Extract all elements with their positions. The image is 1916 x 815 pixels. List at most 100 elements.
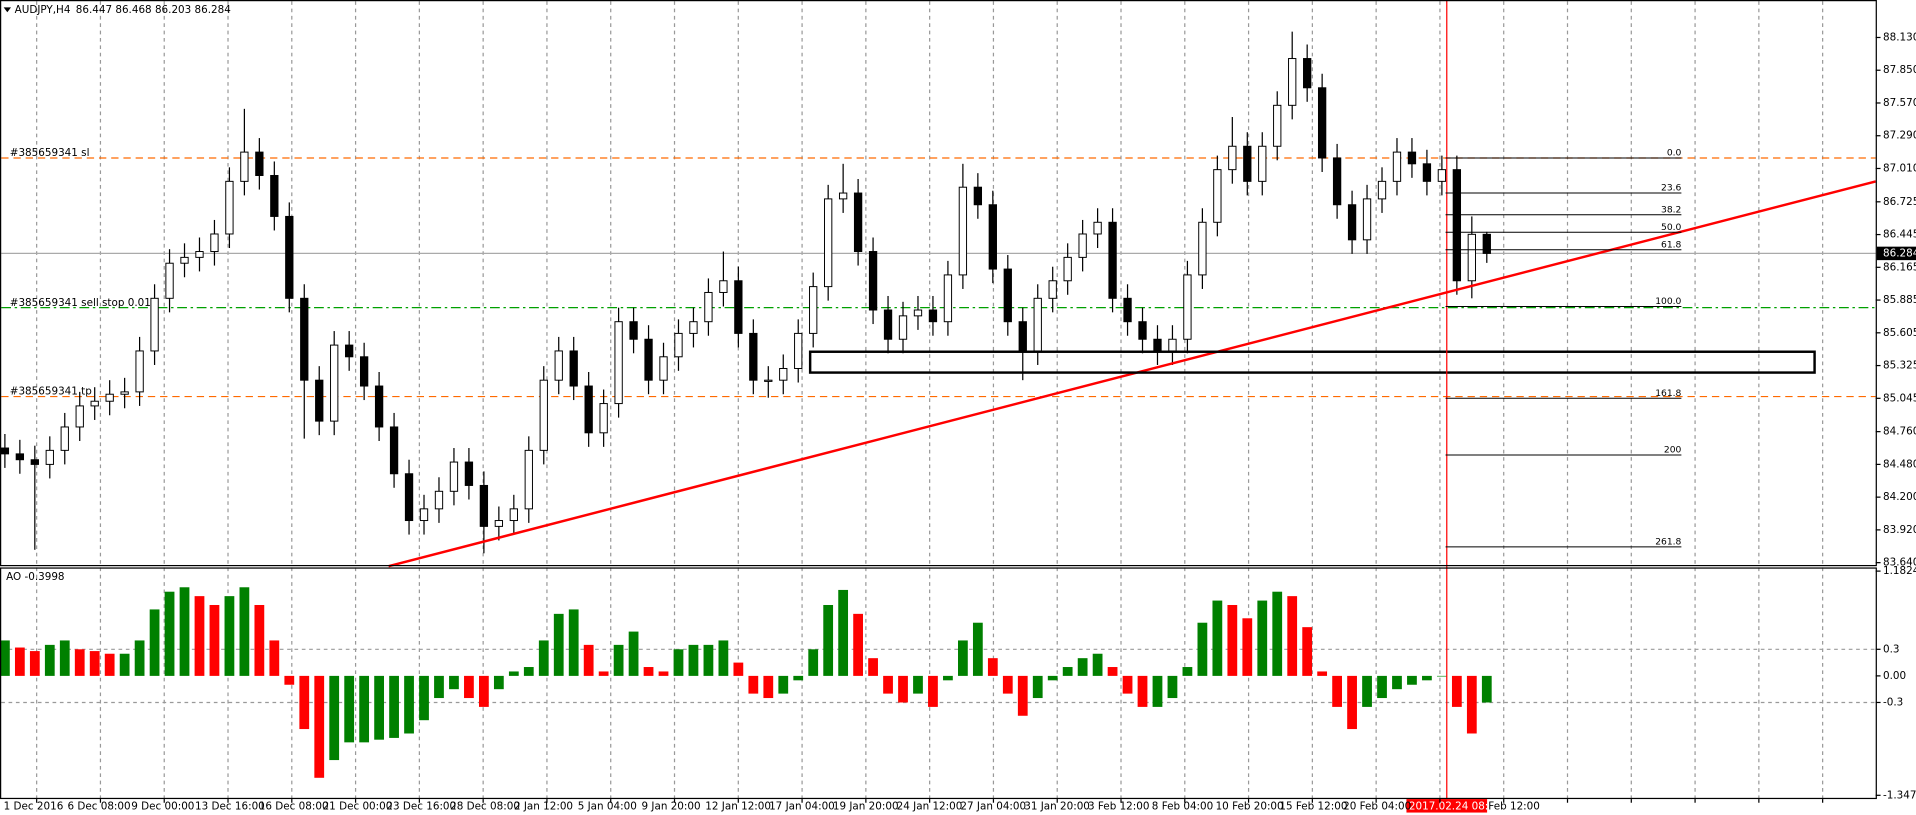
candle-body bbox=[1288, 58, 1297, 106]
candle-body bbox=[1303, 58, 1312, 89]
x-tick-label: 21 Dec 00:00 bbox=[323, 800, 393, 812]
ao-bar bbox=[1077, 658, 1088, 676]
candle-body bbox=[1123, 297, 1132, 323]
ao-bar bbox=[419, 675, 429, 721]
candle-body bbox=[719, 280, 728, 293]
candle-body bbox=[1138, 321, 1147, 340]
candle-body bbox=[105, 393, 114, 402]
candle-body bbox=[928, 309, 938, 323]
y-tick-label: 87.850 bbox=[1883, 64, 1916, 76]
candle-body bbox=[1482, 233, 1491, 254]
ao-bar bbox=[598, 671, 609, 676]
ao-bar bbox=[972, 622, 983, 676]
ao-bar bbox=[1466, 675, 1477, 734]
candle-body bbox=[60, 426, 69, 451]
y-tick-label: 85.605 bbox=[1883, 327, 1916, 339]
candle-body bbox=[494, 520, 504, 527]
y-tick-label: 83.920 bbox=[1883, 524, 1916, 536]
candle-body bbox=[1362, 198, 1372, 241]
candle-body bbox=[345, 344, 354, 358]
candle-body bbox=[764, 379, 773, 382]
ao-bar bbox=[209, 604, 220, 676]
ao-bar bbox=[943, 675, 953, 681]
candle-body bbox=[1392, 151, 1402, 182]
ao-bar bbox=[89, 651, 100, 676]
x-tick-label: 1 Dec 2016 bbox=[4, 800, 64, 812]
ao-bar bbox=[1272, 591, 1283, 676]
candle-body bbox=[1347, 204, 1357, 241]
candle-body bbox=[554, 350, 563, 381]
candle-body bbox=[389, 426, 399, 475]
candle-body bbox=[75, 405, 84, 428]
y-tick-label: 86.165 bbox=[1883, 261, 1916, 273]
candle-body bbox=[210, 233, 219, 253]
ao-bar bbox=[164, 591, 175, 676]
candle-body bbox=[898, 315, 908, 340]
candle-body bbox=[165, 262, 174, 299]
ao-bar bbox=[464, 675, 474, 699]
y-tick-label: 0.3 bbox=[1883, 643, 1900, 655]
candle-body bbox=[524, 449, 533, 510]
candle-body bbox=[1273, 104, 1282, 147]
x-tick-label: 10 Feb 20:00 bbox=[1216, 800, 1284, 812]
zone-rectangle bbox=[808, 350, 1816, 374]
fib-label: 261.8 bbox=[1655, 536, 1681, 547]
y-tick-label: 84.200 bbox=[1883, 491, 1916, 503]
candle-body bbox=[629, 321, 638, 340]
x-tick-label: 9 Jan 20:00 bbox=[642, 800, 701, 812]
fib-label: 100.0 bbox=[1655, 296, 1681, 307]
candle-body bbox=[1153, 338, 1162, 352]
candle-body bbox=[1168, 338, 1177, 352]
candle-body bbox=[569, 350, 578, 387]
y-tick-label: 84.480 bbox=[1883, 458, 1916, 470]
y-tick-label: 87.290 bbox=[1883, 130, 1916, 142]
candle-body bbox=[374, 385, 384, 428]
ao-bar bbox=[434, 675, 444, 699]
candle-body bbox=[419, 508, 429, 522]
ao-bar bbox=[359, 675, 370, 743]
candle-body bbox=[659, 356, 668, 381]
candle-body bbox=[644, 338, 653, 381]
x-tick-label: Feb 12:00 bbox=[1488, 800, 1540, 812]
x-tick-label: 19 Jan 20:00 bbox=[833, 800, 899, 812]
ao-bar bbox=[523, 667, 534, 676]
current-price-bg bbox=[1876, 246, 1916, 261]
ao-bar bbox=[449, 675, 459, 690]
candle-body bbox=[180, 256, 189, 264]
ao-bar bbox=[553, 613, 564, 676]
ao-bar bbox=[119, 653, 130, 676]
fib-label: 23.6 bbox=[1661, 183, 1682, 194]
candle-body bbox=[1243, 145, 1252, 182]
ao-bar bbox=[1212, 600, 1223, 676]
ao-bar bbox=[898, 675, 908, 703]
fib-label: 161.8 bbox=[1655, 388, 1681, 399]
ao-bar bbox=[299, 675, 310, 730]
fib-label: 0.0 bbox=[1667, 148, 1682, 159]
candle-body bbox=[809, 286, 818, 334]
ao-bar bbox=[1451, 675, 1462, 707]
candle-body bbox=[913, 309, 923, 317]
candle-body bbox=[779, 367, 788, 381]
ao-bar bbox=[59, 640, 70, 676]
fib-label: 50.0 bbox=[1661, 222, 1682, 233]
ao-bar bbox=[703, 644, 714, 676]
candle-body bbox=[150, 297, 159, 352]
y-tick-label: 85.885 bbox=[1883, 294, 1916, 306]
ao-bar bbox=[0, 640, 10, 676]
ao-bar bbox=[1332, 675, 1342, 707]
candle-body bbox=[883, 309, 893, 340]
candle-body bbox=[1332, 157, 1342, 206]
candle-body bbox=[1063, 256, 1072, 282]
x-tick-label: 12 Jan 12:00 bbox=[705, 800, 771, 812]
candle-body bbox=[704, 291, 713, 323]
candle-body bbox=[599, 403, 608, 434]
candle-body bbox=[225, 180, 234, 235]
x-tick-label: 9 Dec 00:00 bbox=[131, 800, 194, 812]
x-tick-label: 31 Jan 20:00 bbox=[1024, 800, 1090, 812]
ao-bar bbox=[1092, 653, 1103, 676]
candle-body bbox=[973, 186, 983, 206]
ohlc-header: 86.447 86.468 86.203 86.284 bbox=[76, 4, 231, 16]
candle-body bbox=[1003, 268, 1012, 323]
ao-bar bbox=[329, 675, 340, 761]
